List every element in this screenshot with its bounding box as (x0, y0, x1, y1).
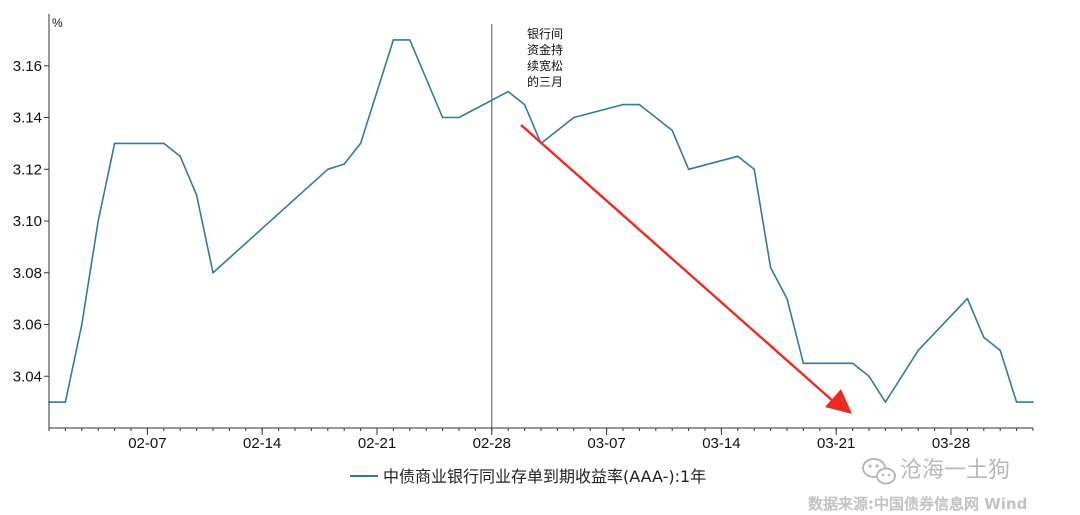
y-tick-label: 3.04 (13, 368, 42, 385)
trend-arrow-shaft (520, 124, 835, 403)
data-point (212, 272, 214, 274)
x-tick-label: 02-07 (128, 435, 166, 452)
data-point (409, 39, 411, 41)
x-tick-label: 02-28 (473, 435, 511, 452)
data-point (523, 103, 526, 106)
y-tick-label: 3.08 (13, 265, 42, 282)
data-point (507, 90, 510, 93)
data-point (81, 323, 83, 326)
data-point (687, 168, 690, 171)
data-point (392, 39, 395, 41)
y-tick-label: 3.10 (13, 213, 42, 230)
data-point (769, 266, 772, 269)
data-point (999, 349, 1001, 352)
annotation-text-line: 续宽松 (527, 58, 563, 73)
data-point (868, 375, 870, 378)
x-tick-label: 03-28 (932, 435, 970, 452)
x-tick-label: 02-14 (243, 435, 281, 452)
x-tick-label: 03-07 (587, 435, 625, 452)
watermark: 沧海一土狗 (862, 458, 1010, 485)
data-point (1015, 401, 1018, 403)
data-point (163, 142, 165, 145)
data-point (786, 297, 788, 300)
data-point (983, 336, 985, 339)
data-point (441, 116, 444, 119)
data-point (802, 362, 805, 365)
trend-arrow-head (825, 389, 852, 414)
y-tick-label: 3.16 (13, 58, 42, 75)
data-point (638, 103, 641, 106)
data-point (359, 142, 362, 145)
legend: 中债商业银行同业存单到期收益率(AAA-):1年 (350, 467, 706, 486)
data-point (622, 103, 624, 106)
wechat-icon (862, 458, 896, 485)
axes: 02-07 02-14 02-21 02-28 03-07 03-14 03-21 03-28… (13, 14, 1034, 452)
data-point (884, 401, 887, 403)
legend-label: 中债商业银行同业存单到期收益率(AAA-):1年 (383, 467, 706, 486)
annotation-text-line: 资金持 (527, 42, 563, 57)
data-point (327, 168, 329, 171)
data-point (195, 194, 198, 196)
data-point (343, 163, 346, 165)
x-tick-label: 03-14 (702, 435, 740, 452)
data-point (851, 362, 854, 365)
y-axis-unit-label: % (52, 16, 63, 30)
data-point (737, 155, 739, 158)
data-point (458, 116, 460, 119)
y-tick-label: 3.06 (13, 317, 42, 334)
source-note: 数据来源:中国债券信息网 Wind (808, 495, 1027, 513)
x-tick-label: 02-21 (358, 435, 396, 452)
x-tick-label: 03-21 (817, 435, 855, 452)
y-tick-label: 3.14 (13, 110, 42, 127)
plot-area (48, 24, 1034, 428)
data-point (179, 155, 181, 158)
annotation-text-line: 的三月 (527, 74, 563, 89)
data-point (573, 116, 575, 119)
data-point (966, 297, 969, 300)
annotation-text-line: 银行间 (527, 27, 563, 41)
watermark-text: 沧海一土狗 (900, 458, 1010, 483)
data-point (64, 401, 67, 403)
series-line (49, 39, 1033, 403)
data-point (901, 375, 903, 378)
data-point (671, 129, 673, 132)
data-point (753, 168, 755, 171)
y-tick-label: 3.12 (13, 161, 42, 178)
data-point (1032, 401, 1034, 403)
data-point (917, 349, 919, 352)
data-point (113, 142, 116, 145)
data-point (97, 220, 99, 222)
